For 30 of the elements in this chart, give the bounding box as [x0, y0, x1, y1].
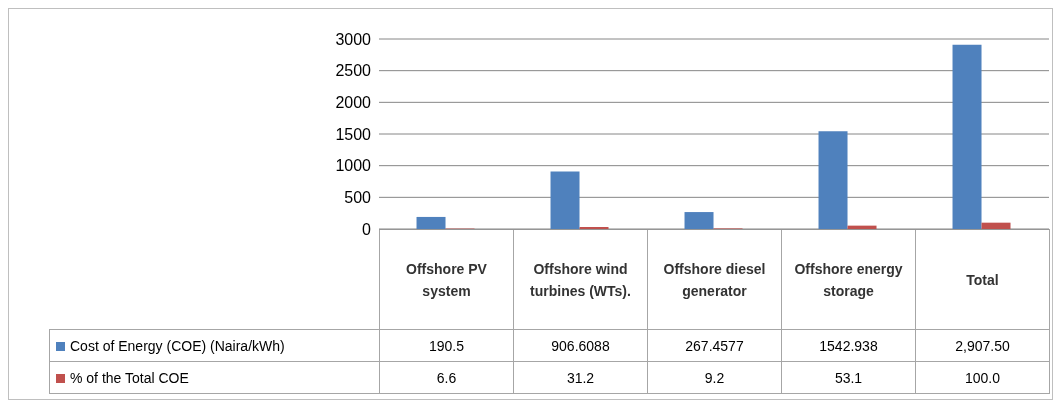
y-tick-label: 500: [344, 189, 372, 207]
data-label: 6.6: [379, 361, 514, 394]
data-label: 190.5: [379, 329, 514, 362]
x-tick-label: Offshore PV system: [379, 229, 514, 330]
data-label: 100.0: [915, 361, 1050, 394]
y-tick-label: 0: [362, 220, 372, 238]
bar: [416, 216, 446, 229]
data-label: 9.2: [647, 361, 782, 394]
y-tick-label: 3000: [335, 30, 372, 48]
y-tick-label: 1000: [335, 157, 372, 175]
bar: [818, 131, 848, 229]
bar: [952, 44, 982, 229]
data-label: 267.4577: [647, 329, 782, 362]
data-label: 2,907.50: [915, 329, 1050, 362]
x-tick-label: Total: [915, 229, 1050, 330]
x-tick-label: Offshore diesel generator: [647, 229, 782, 330]
bar: [684, 212, 714, 229]
y-tick-label: 2500: [335, 62, 372, 80]
y-tick-label: 1500: [335, 125, 372, 143]
bar: [981, 222, 1011, 229]
x-tick-label: Offshore energy storage: [781, 229, 916, 330]
data-label: 53.1: [781, 361, 916, 394]
legend-label: Cost of Energy (COE) (Naira/kWh): [49, 329, 380, 362]
y-tick-label: 2000: [335, 94, 372, 112]
data-label: 1542.938: [781, 329, 916, 362]
data-label: 906.6088: [513, 329, 648, 362]
data-label: 31.2: [513, 361, 648, 394]
bar: [550, 171, 580, 229]
x-tick-label: Offshore wind turbines (WTs).: [513, 229, 648, 330]
legend-label: % of the Total COE: [49, 361, 380, 394]
